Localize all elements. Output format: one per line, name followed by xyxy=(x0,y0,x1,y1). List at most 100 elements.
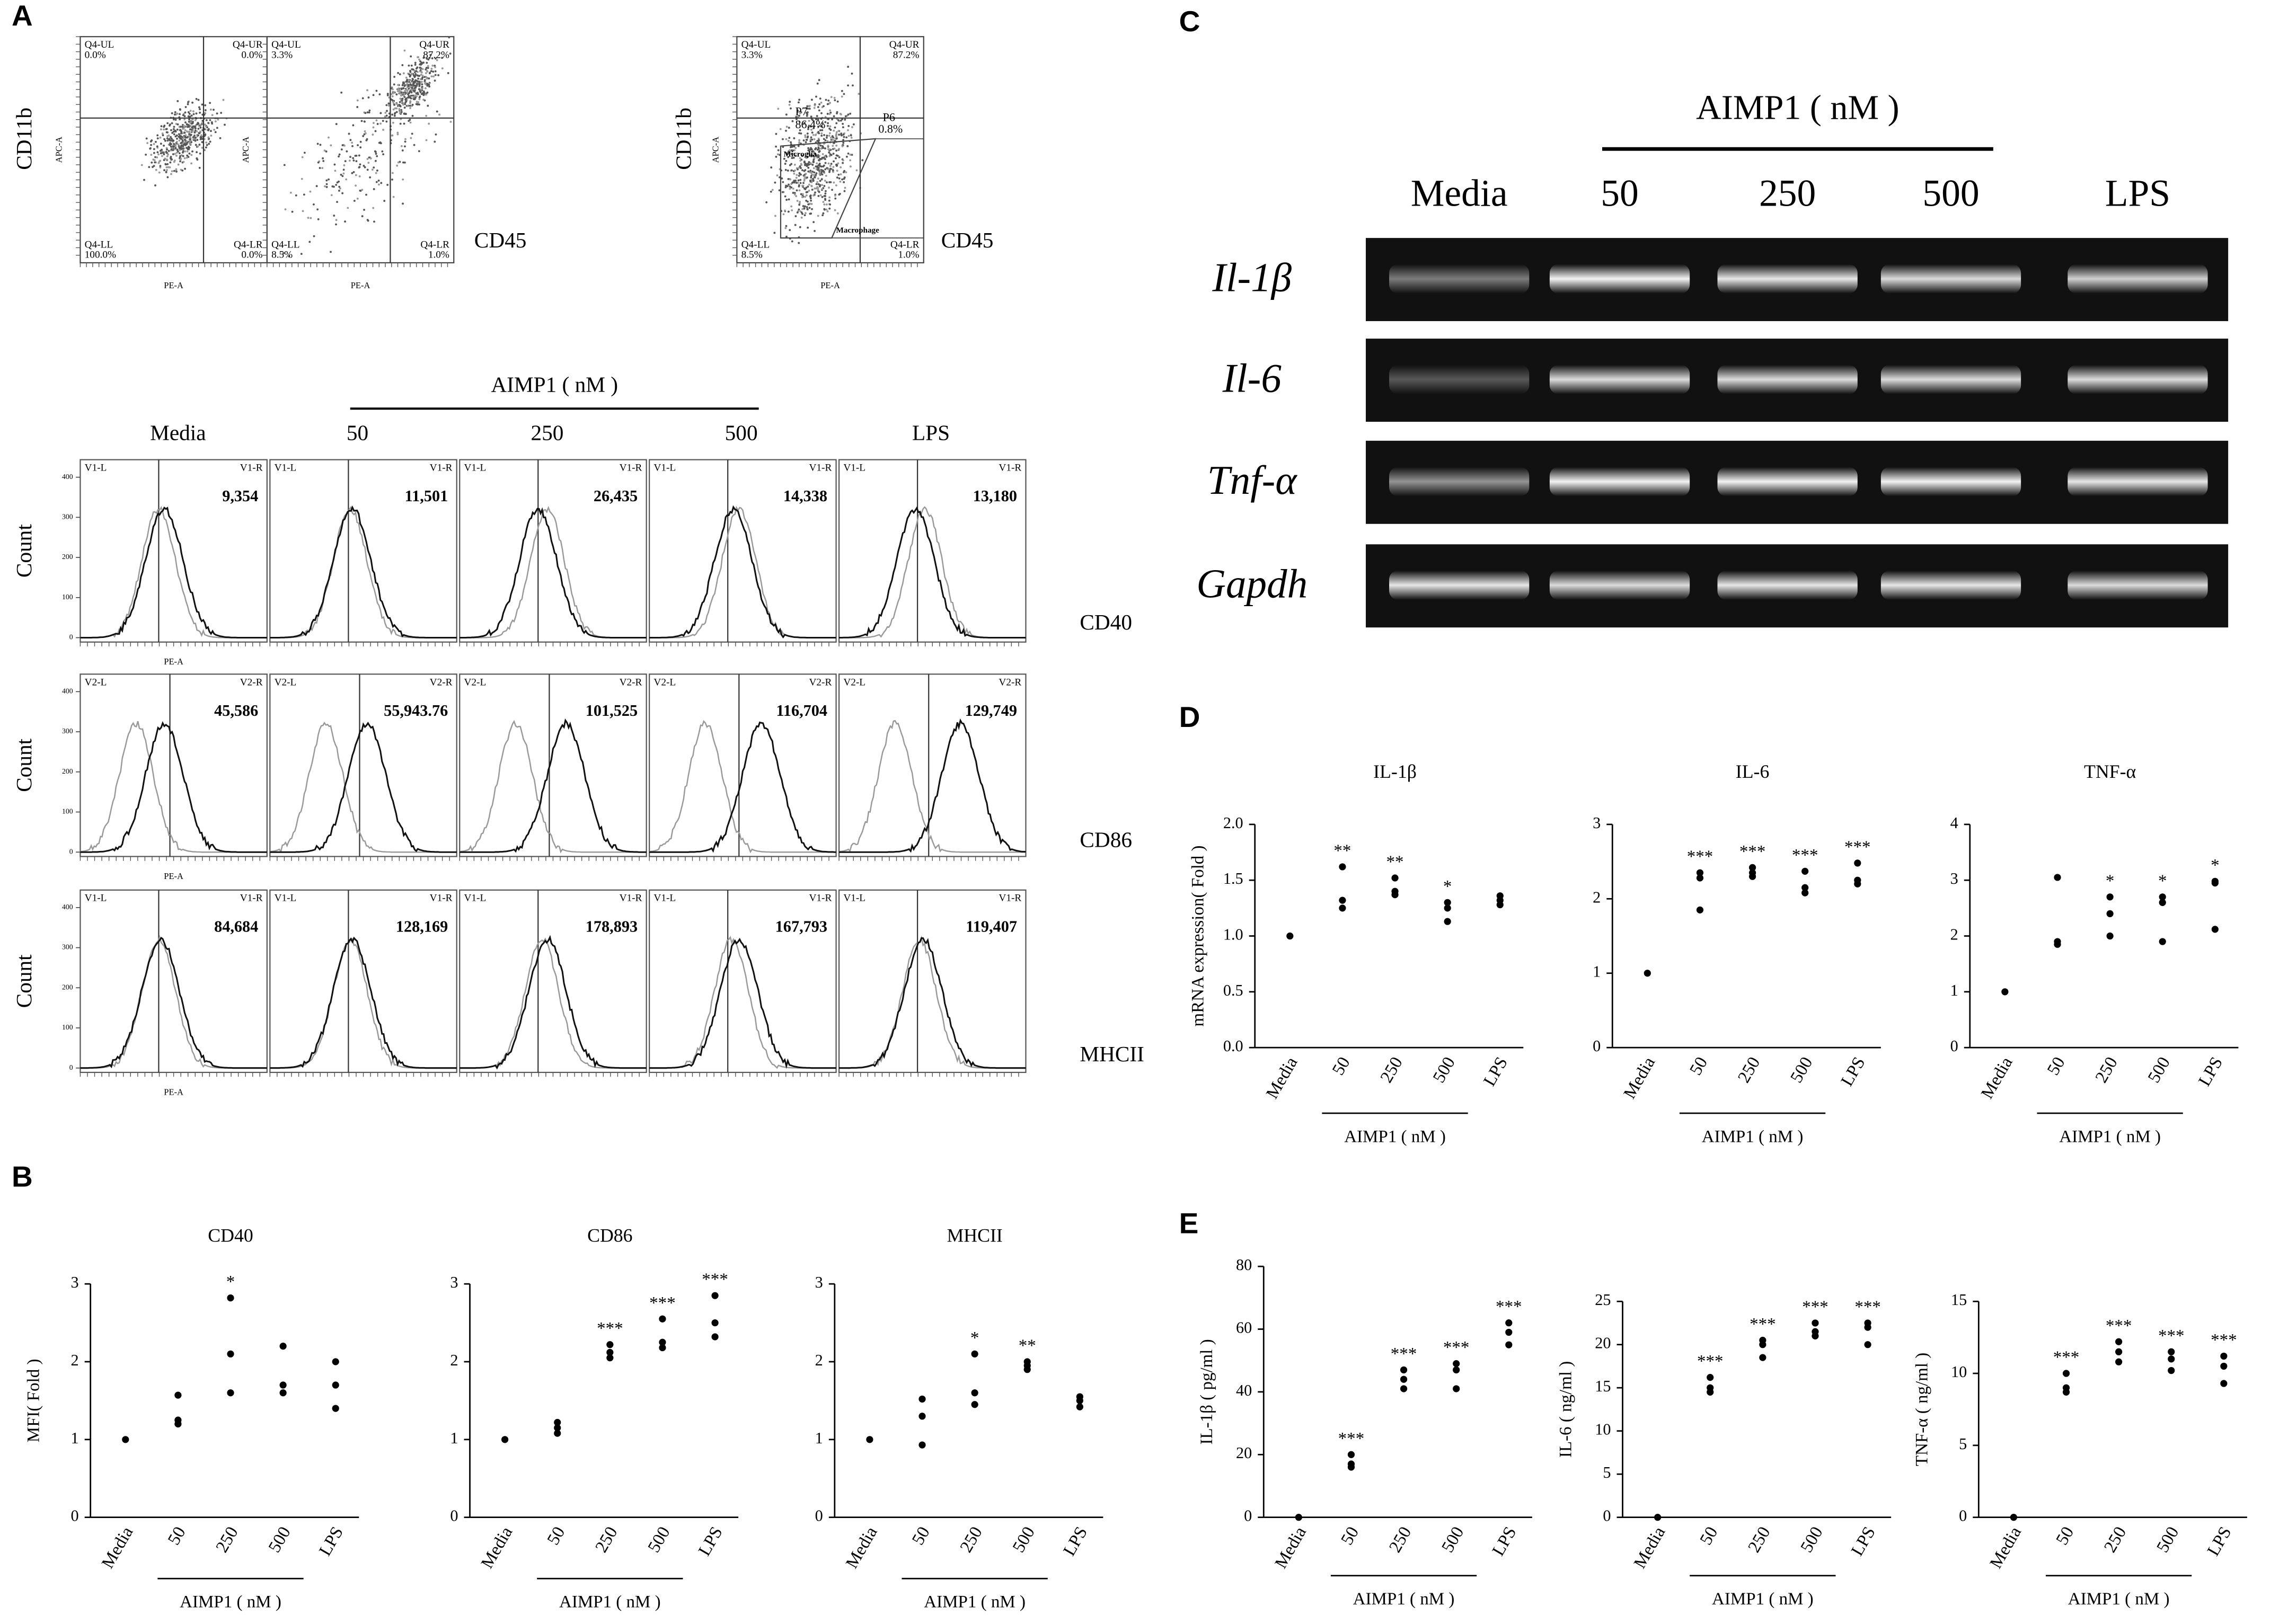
significance: *** xyxy=(1496,1298,1522,1317)
event-dot xyxy=(417,75,420,77)
histogram: V2-L V2-R 55,943.76 xyxy=(269,673,457,861)
significance: *** xyxy=(1697,1352,1724,1371)
event-dot xyxy=(204,112,206,114)
histogram-curve xyxy=(460,720,647,854)
event-dot xyxy=(364,112,367,114)
event-dot xyxy=(833,96,836,99)
event-dot xyxy=(803,175,806,178)
event-dot xyxy=(765,201,768,203)
event-dot xyxy=(404,145,406,148)
event-dot xyxy=(836,154,839,157)
event-dot xyxy=(173,170,175,172)
axis-label: CD11b xyxy=(671,108,695,170)
event-dot xyxy=(177,163,180,166)
event-dot xyxy=(791,157,793,159)
event-dot xyxy=(799,165,801,167)
event-dot xyxy=(418,150,420,153)
event-dot xyxy=(188,112,191,115)
event-dot xyxy=(836,111,838,113)
quadrant-name: Q4-LR xyxy=(234,239,263,250)
event-dot xyxy=(808,108,811,110)
event-dot xyxy=(400,88,403,91)
data-point xyxy=(1505,1341,1513,1348)
event-dot xyxy=(355,184,357,187)
event-dot xyxy=(828,187,830,189)
event-dot xyxy=(808,189,810,192)
tick-label: 100 xyxy=(62,807,73,815)
event-dot xyxy=(797,182,799,184)
event-dot xyxy=(169,123,171,126)
event-dot xyxy=(798,120,801,123)
event-dot xyxy=(166,131,169,134)
gate-name: V2-L xyxy=(464,677,487,688)
event-dot xyxy=(782,138,784,140)
event-dot xyxy=(332,185,335,188)
event-dot xyxy=(146,142,149,144)
event-dot xyxy=(861,159,864,162)
significance: *** xyxy=(1854,1298,1881,1317)
data-point xyxy=(2010,1514,2018,1521)
event-dot xyxy=(823,208,826,211)
event-dot xyxy=(197,121,199,124)
event-dot xyxy=(818,79,820,81)
event-dot xyxy=(322,157,324,159)
event-dot xyxy=(188,120,190,123)
event-dot xyxy=(188,135,191,137)
event-dot xyxy=(825,174,827,177)
event-dot xyxy=(368,109,371,112)
event-dot xyxy=(406,91,409,94)
y-axis-label: TNF-α ( ng/ml ) xyxy=(1912,1353,1931,1466)
event-dot xyxy=(185,123,188,126)
y-tick-label: 0 xyxy=(71,1507,79,1525)
event-dot xyxy=(849,154,852,156)
event-dot xyxy=(324,185,326,188)
event-dot xyxy=(807,147,810,149)
event-dot xyxy=(284,208,287,211)
event-dot xyxy=(399,112,401,114)
event-dot xyxy=(826,140,829,143)
event-dot xyxy=(171,122,173,125)
event-dot xyxy=(374,130,377,132)
event-dot xyxy=(807,226,809,229)
column-label: 500 xyxy=(725,420,758,445)
event-dot xyxy=(303,193,305,196)
event-dot xyxy=(156,145,158,148)
event-dot xyxy=(198,132,201,135)
data-point xyxy=(1076,1393,1083,1400)
event-dot xyxy=(822,201,825,203)
event-dot xyxy=(341,192,344,194)
event-dot xyxy=(148,166,151,168)
event-dot xyxy=(813,171,816,174)
event-dot xyxy=(806,113,808,116)
event-dot xyxy=(808,153,811,155)
event-dot xyxy=(837,119,840,121)
data-point xyxy=(2115,1358,2123,1365)
event-dot xyxy=(169,139,171,142)
event-dot xyxy=(364,166,366,168)
event-dot xyxy=(391,134,393,137)
lane-label: 50 xyxy=(1601,172,1639,214)
event-dot xyxy=(819,180,821,182)
gate-name: V2-R xyxy=(809,677,832,688)
tick-label: 300 xyxy=(62,727,73,735)
event-dot xyxy=(829,181,832,183)
event-dot xyxy=(843,181,845,183)
x-group-label: AIMP1 ( nM ) xyxy=(924,1593,1026,1612)
event-dot xyxy=(830,96,833,99)
event-dot xyxy=(430,75,433,78)
event-dot xyxy=(843,190,846,192)
data-point xyxy=(1391,874,1399,882)
data-point xyxy=(2220,1362,2228,1370)
event-dot xyxy=(164,157,166,160)
event-dot xyxy=(183,115,186,118)
event-dot xyxy=(387,104,390,107)
event-dot xyxy=(182,161,185,163)
event-dot xyxy=(166,139,169,142)
mfi-value: 128,169 xyxy=(396,917,448,935)
event-dot xyxy=(209,102,211,104)
event-dot xyxy=(152,158,155,161)
y-tick-label: 3 xyxy=(450,1273,458,1291)
gate-name: V2-R xyxy=(620,677,642,688)
histogram-curve xyxy=(649,505,836,639)
event-dot xyxy=(847,113,850,116)
